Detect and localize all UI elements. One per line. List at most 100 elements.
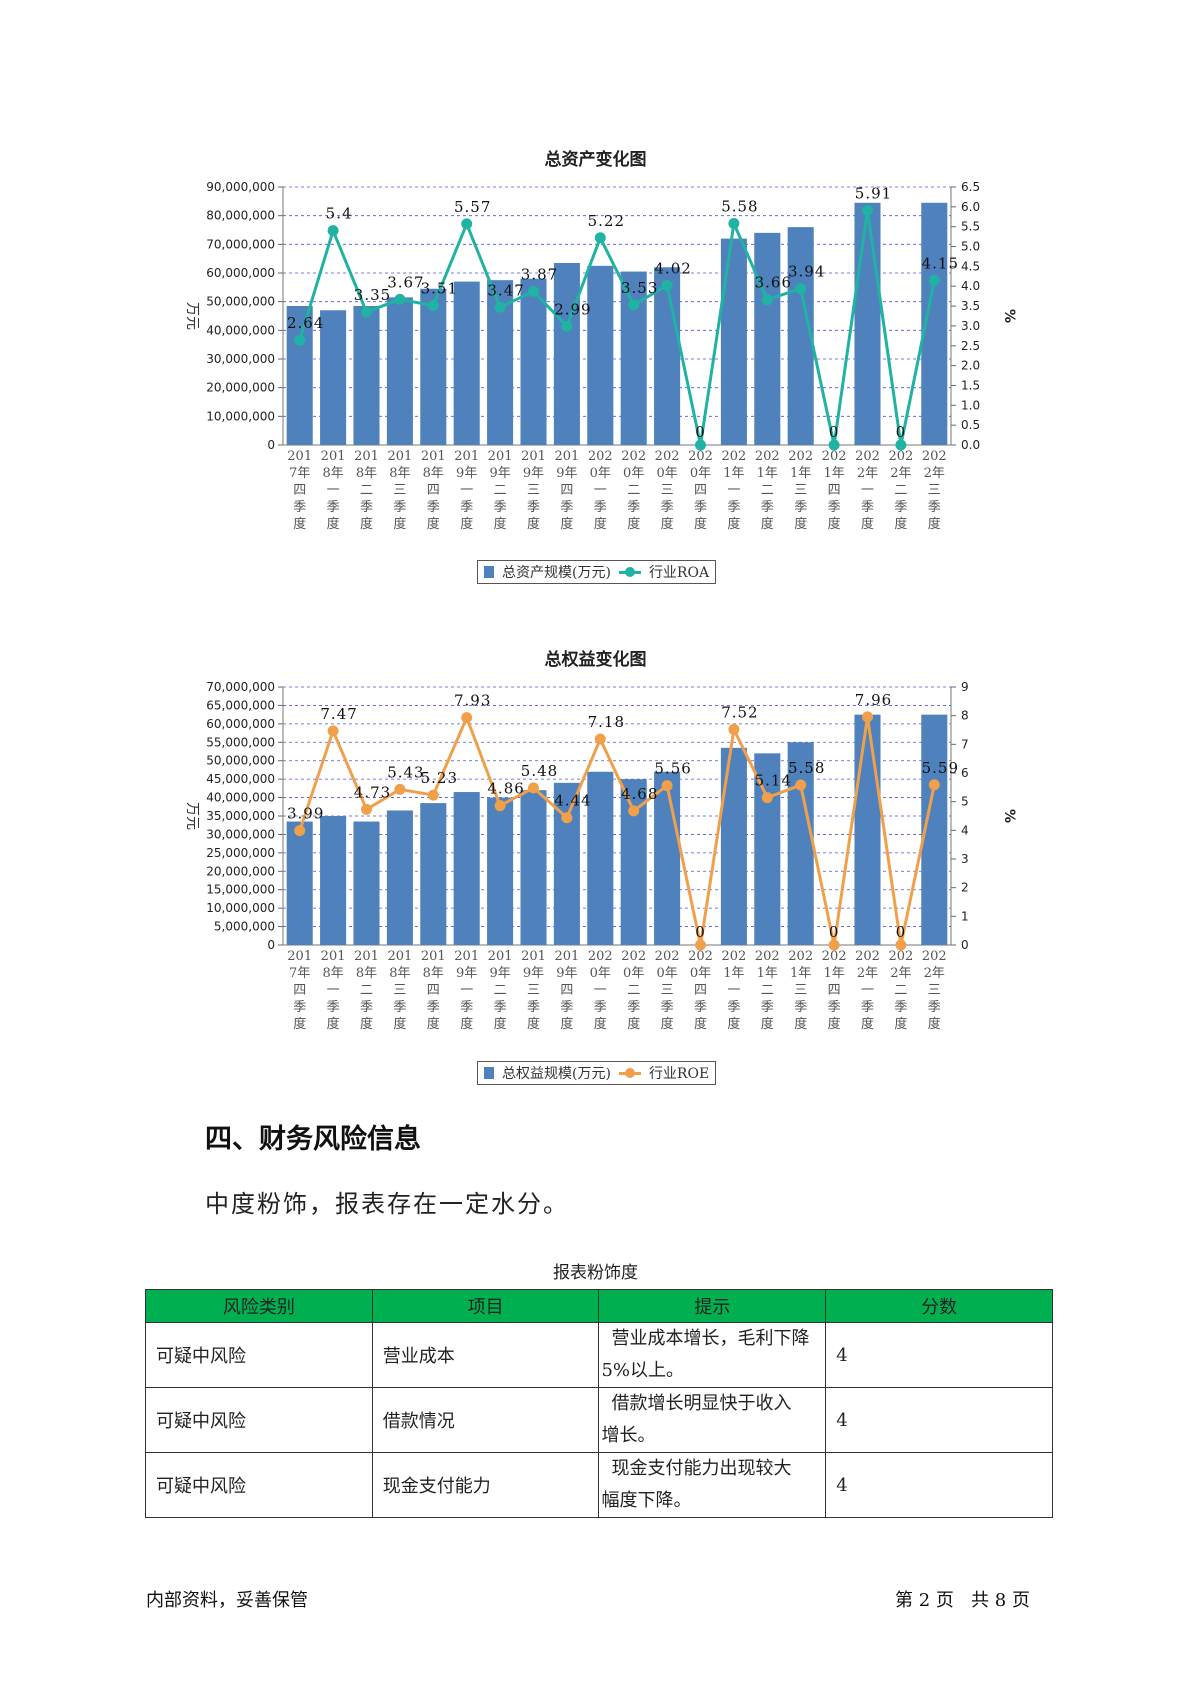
hint-line: 幅度下降。 bbox=[601, 1490, 692, 1511]
line-point bbox=[628, 299, 640, 311]
x-tick-label: 1年 bbox=[823, 966, 844, 981]
y-tick-label-right: 1.0 bbox=[961, 398, 980, 412]
x-tick-label: 二 bbox=[494, 483, 507, 498]
data-label: 5.48 bbox=[521, 762, 558, 780]
x-tick-label: 度 bbox=[594, 1016, 607, 1032]
header-category: 风险类别 bbox=[145, 1289, 373, 1323]
x-tick-label: 三 bbox=[794, 983, 807, 998]
x-tick-label: 三 bbox=[393, 983, 406, 998]
x-tick-label: 202 bbox=[755, 449, 780, 464]
bar bbox=[286, 305, 313, 445]
x-tick-label: 度 bbox=[627, 516, 640, 532]
y-tick-label-left: 70,000,000 bbox=[206, 680, 275, 694]
data-label: 5.22 bbox=[588, 212, 625, 230]
footer-confidential: 内部资料，妥善保管 bbox=[146, 1590, 308, 1611]
data-label: 7.52 bbox=[721, 703, 758, 721]
x-tick-label: 季 bbox=[761, 500, 774, 515]
x-tick-label: 201 bbox=[554, 449, 579, 464]
y-tick-label-right: 3 bbox=[961, 852, 969, 866]
x-tick-label: 四 bbox=[560, 483, 573, 498]
x-tick-label: 0年 bbox=[690, 466, 711, 481]
cell-category: 可疑中风险 bbox=[145, 1322, 373, 1388]
header-item: 项目 bbox=[371, 1289, 600, 1323]
bar bbox=[487, 797, 514, 945]
x-tick-label: 度 bbox=[327, 1016, 340, 1032]
line-point bbox=[661, 279, 673, 291]
x-tick-label: 度 bbox=[761, 1016, 774, 1032]
x-tick-label: 8年 bbox=[356, 966, 377, 981]
x-tick-label: 二 bbox=[761, 483, 774, 498]
y-axis-label-left: 万元 bbox=[184, 802, 200, 830]
hint-line: 借款增长明显快于收入 bbox=[611, 1393, 792, 1414]
table-row: 可疑中风险 现金支付能力 现金支付能力出现较大 幅度下降。 4 bbox=[145, 1452, 1053, 1518]
x-tick-label: 201 bbox=[521, 949, 546, 964]
line-point bbox=[761, 792, 773, 804]
bar bbox=[720, 747, 747, 945]
table-header-row: 风险类别 项目 提示 分数 bbox=[145, 1289, 1053, 1323]
x-tick-label: 度 bbox=[727, 1016, 740, 1032]
x-tick-label: 季 bbox=[527, 500, 540, 515]
x-tick-label: 一 bbox=[594, 483, 607, 498]
x-tick-label: 9年 bbox=[556, 966, 577, 981]
data-label: 5.14 bbox=[755, 772, 792, 790]
y-tick-label-right: 0 bbox=[961, 938, 969, 952]
x-tick-label: 度 bbox=[327, 516, 340, 532]
y-tick-label-right: 5 bbox=[961, 795, 969, 809]
line-point bbox=[461, 218, 473, 230]
bar bbox=[854, 714, 881, 945]
data-label: 5.23 bbox=[421, 769, 458, 787]
x-tick-label: 9年 bbox=[456, 466, 477, 481]
line-point bbox=[795, 283, 807, 295]
cell-item: 借款情况 bbox=[371, 1387, 600, 1453]
line-point bbox=[427, 300, 439, 312]
x-tick-label: 度 bbox=[894, 516, 907, 532]
x-tick-label: 三 bbox=[527, 483, 540, 498]
x-tick-label: 季 bbox=[360, 1000, 373, 1015]
y-tick-label-left: 50,000,000 bbox=[206, 754, 275, 768]
x-tick-label: 度 bbox=[894, 1016, 907, 1032]
legend-line-label: 行业ROA bbox=[648, 565, 710, 581]
x-tick-label: 201 bbox=[454, 949, 479, 964]
y-tick-label-right: 4.5 bbox=[961, 259, 980, 273]
x-tick-label: 季 bbox=[861, 1000, 874, 1015]
x-tick-label: 三 bbox=[928, 483, 941, 498]
line-point bbox=[528, 285, 539, 297]
hint-line: 营业成本增长，毛利下降 bbox=[611, 1328, 810, 1349]
x-tick-label: 7年 bbox=[289, 466, 310, 481]
x-tick-label: 202 bbox=[588, 449, 613, 464]
cell-hint: 营业成本增长，毛利下降 5%以上。 bbox=[598, 1322, 827, 1388]
x-tick-label: 度 bbox=[794, 516, 807, 532]
chart-total-equity: 0 5,000,000 10,000,000 15,000,000 20,000,000… bbox=[184, 680, 1017, 1032]
bar bbox=[353, 305, 380, 445]
x-tick-label: 2年 bbox=[890, 966, 911, 981]
data-label: 5.59 bbox=[922, 759, 959, 777]
x-tick-label: 季 bbox=[727, 1000, 740, 1015]
bar bbox=[386, 297, 413, 445]
x-tick-label: 7年 bbox=[289, 966, 310, 981]
data-label: 3.66 bbox=[755, 274, 792, 292]
x-tick-label: 201 bbox=[354, 949, 379, 964]
legend-line-label: 行业ROE bbox=[648, 1066, 710, 1082]
x-tick-label: 一 bbox=[594, 983, 607, 998]
y-tick-label-left: 60,000,000 bbox=[206, 717, 275, 731]
x-tick-label: 四 bbox=[293, 983, 306, 998]
x-tick-label: 202 bbox=[822, 949, 847, 964]
data-label: 3.35 bbox=[354, 286, 391, 304]
legend-line-swatch bbox=[618, 1067, 641, 1079]
x-tick-label: 201 bbox=[488, 449, 513, 464]
data-label: 5.58 bbox=[788, 759, 825, 777]
x-tick-label: 一 bbox=[460, 983, 473, 998]
x-tick-label: 季 bbox=[661, 1000, 674, 1015]
x-tick-label: 度 bbox=[828, 516, 841, 532]
y-tick-label-right: 2 bbox=[961, 881, 969, 895]
x-tick-label: 度 bbox=[527, 1016, 540, 1032]
x-tick-label: 二 bbox=[360, 483, 373, 498]
data-label: 0 bbox=[695, 423, 706, 441]
bar bbox=[320, 310, 347, 445]
data-label: 7.93 bbox=[454, 692, 491, 710]
y-tick-label-left: 35,000,000 bbox=[206, 809, 275, 823]
data-label: 4.15 bbox=[922, 254, 959, 272]
x-tick-label: 度 bbox=[794, 1016, 807, 1032]
data-label: 4.02 bbox=[654, 259, 691, 277]
x-tick-label: 度 bbox=[761, 516, 774, 532]
